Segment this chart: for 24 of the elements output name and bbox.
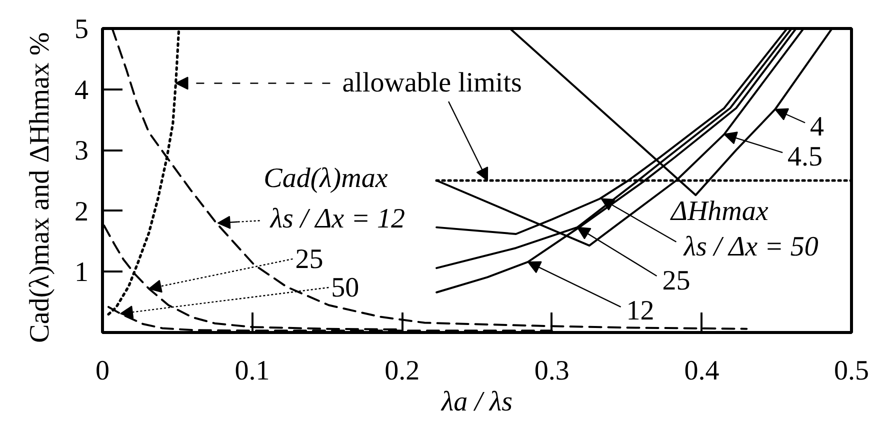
x-tick-label: 0.5 bbox=[834, 356, 869, 386]
annotation: 4 bbox=[810, 111, 824, 142]
y-tick-label: 2 bbox=[74, 196, 88, 228]
annotation: 25 bbox=[662, 266, 690, 297]
x-tick-label: 0.4 bbox=[684, 356, 720, 386]
annotation: 12 bbox=[626, 296, 654, 327]
annotation: 50 bbox=[331, 272, 360, 304]
x-axis-title: λa / λs bbox=[440, 386, 513, 418]
x-tick-label: 0.2 bbox=[384, 356, 420, 386]
x-tick-label: 0 bbox=[96, 356, 110, 386]
annotation: λs / Δx = 12 bbox=[269, 203, 405, 234]
y-axis-title: Cad(λ)max and ΔHhmax % bbox=[24, 32, 56, 343]
x-tick-label: 0.3 bbox=[534, 356, 570, 386]
annotation: allowable limits bbox=[342, 68, 522, 99]
y-tick-label: 3 bbox=[74, 136, 88, 167]
annotation: 25 bbox=[295, 244, 324, 275]
y-tick-label: 4 bbox=[74, 74, 88, 106]
annotation: 4.5 bbox=[788, 142, 823, 173]
annotation: ΔHhmax bbox=[670, 196, 769, 228]
y-tick-label: 5 bbox=[74, 14, 88, 45]
x-tick-label: 0.1 bbox=[234, 356, 270, 386]
annotation: λs / Δx = 50 bbox=[682, 231, 818, 262]
annotation: Cad(λ)max bbox=[264, 163, 388, 194]
y-tick-label: 1 bbox=[74, 257, 88, 288]
